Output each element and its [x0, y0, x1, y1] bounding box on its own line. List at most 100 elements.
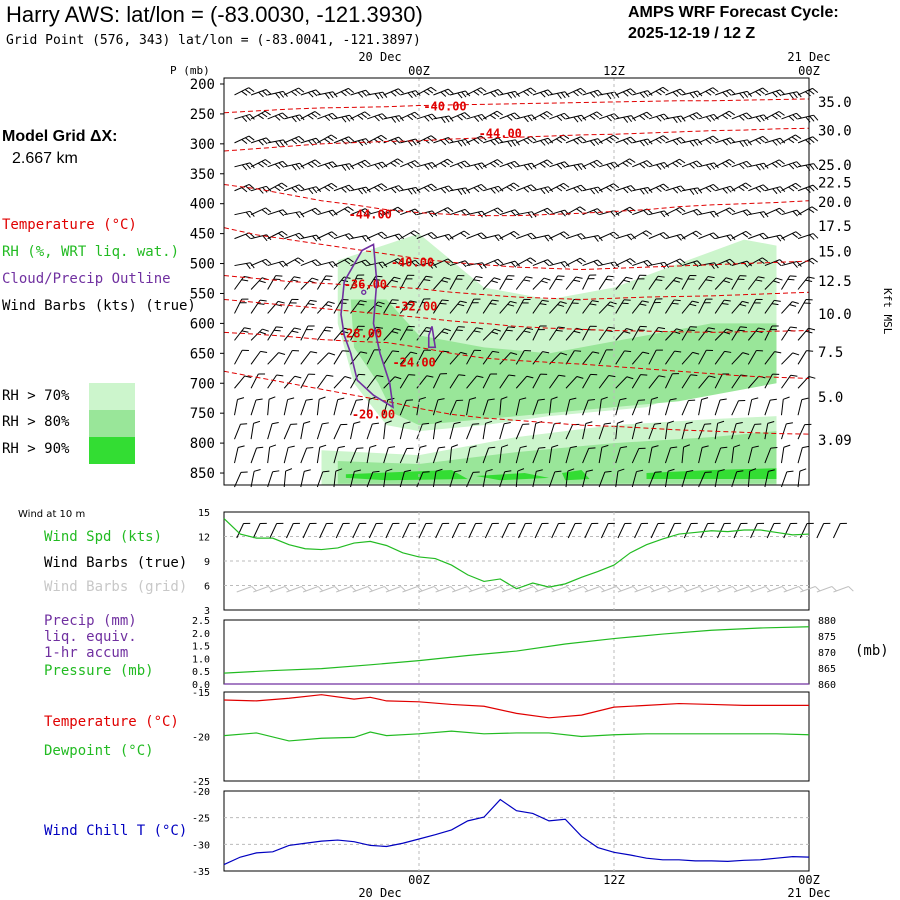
barb-feather: [779, 89, 786, 95]
barb-feather: [324, 115, 331, 122]
barb-feather: [556, 138, 563, 144]
wind-barb: [333, 350, 350, 365]
barb-staff: [764, 89, 781, 96]
barb-staff: [598, 375, 610, 389]
wind-barb: [781, 209, 802, 217]
barb-feather: [377, 185, 384, 190]
label-dewpoint: Dewpoint (°C): [44, 743, 154, 759]
barb-feather: [530, 184, 537, 190]
wind-barb: [466, 113, 487, 122]
barb-feather: [394, 328, 401, 331]
barb-feather: [629, 258, 636, 264]
top-date-label: 20 Dec: [358, 50, 401, 64]
barb-staff: [615, 88, 631, 96]
barb-feather: [403, 421, 411, 425]
barb-feather: [676, 90, 682, 96]
wind-barb: [698, 232, 719, 240]
wind-barb: [267, 326, 283, 341]
pressure-tick-label: 600: [190, 316, 215, 332]
barb-feather: [649, 586, 655, 592]
barb-feather: [742, 210, 749, 217]
barb-feather: [241, 139, 248, 144]
barb-feather: [676, 186, 682, 193]
barb-feather: [770, 447, 778, 449]
kft-tick-label: 20.0: [818, 195, 852, 211]
barb-feather: [601, 396, 608, 400]
wind-barb: [714, 110, 735, 120]
barb-staff: [300, 351, 311, 365]
wind-barb: [565, 233, 587, 240]
barb-feather: [593, 261, 600, 267]
barb-staff: [399, 400, 407, 416]
barb-staff: [631, 326, 641, 341]
wind-barb: [416, 231, 437, 240]
wind-barb: [681, 421, 693, 440]
barb-feather: [740, 522, 748, 524]
wind-barb: [250, 398, 263, 416]
barb-feather: [411, 261, 417, 267]
barb-staff: [283, 375, 296, 389]
barb-feather: [676, 235, 682, 241]
wind-barb: [499, 470, 512, 488]
wind-barb: [781, 231, 802, 240]
barb-feather: [457, 163, 463, 169]
wind-barb: [764, 325, 779, 341]
barb-feather: [676, 116, 682, 123]
barb-staff: [797, 424, 806, 440]
barb-staff: [582, 374, 591, 389]
barb-feather: [357, 325, 365, 327]
barb-staff: [485, 586, 501, 593]
barb-staff: [747, 399, 753, 416]
barb-feather: [812, 184, 819, 191]
barb-staff: [515, 375, 528, 389]
barb-feather: [510, 114, 517, 120]
wind-barb: [399, 399, 414, 416]
barb-staff: [499, 301, 511, 314]
wind-barb: [532, 325, 547, 341]
barb-feather: [369, 396, 376, 400]
barb-staff: [615, 376, 628, 389]
barb-staff: [750, 523, 758, 539]
barb-feather: [454, 470, 462, 473]
barb-feather: [341, 139, 347, 145]
wind-barb: [432, 468, 443, 488]
barb-feather: [533, 586, 539, 592]
barb-feather: [392, 522, 400, 524]
barb-feather: [803, 302, 811, 304]
barb-staff: [433, 328, 445, 341]
barb-feather: [554, 470, 562, 473]
barb-staff: [748, 135, 764, 144]
barb-staff: [747, 327, 759, 341]
wind-barb: [781, 275, 797, 290]
legend-rh90-swatch: [89, 437, 135, 464]
barb-staff: [250, 328, 263, 341]
barb-feather: [742, 114, 749, 120]
barb-staff: [615, 258, 631, 267]
wind-barb: [632, 90, 653, 99]
wind-barb: [781, 352, 800, 365]
wind-barb: [383, 328, 401, 341]
barb-feather: [599, 586, 606, 592]
barb-feather: [514, 260, 520, 267]
wind-barb: [250, 446, 264, 464]
wind-barb: [565, 184, 587, 193]
barb-staff: [418, 523, 427, 539]
barb-staff: [432, 399, 439, 416]
wind-barb: [731, 112, 752, 121]
barb-feather: [610, 162, 616, 169]
barb-feather: [737, 278, 745, 281]
wind-barb: [764, 398, 777, 416]
barb-feather: [795, 134, 802, 140]
barb-staff: [681, 208, 698, 216]
barb-staff: [449, 160, 466, 168]
barb-feather: [757, 522, 765, 524]
barb-feather: [249, 114, 255, 120]
barb-staff: [764, 234, 781, 240]
barb-feather: [388, 446, 396, 449]
barb-feather: [431, 232, 437, 238]
barb-feather: [580, 87, 587, 93]
barb-staff: [665, 233, 681, 240]
barb-feather: [542, 351, 550, 354]
precip-tick-label: 0.0: [192, 680, 210, 691]
barb-feather: [564, 161, 570, 167]
